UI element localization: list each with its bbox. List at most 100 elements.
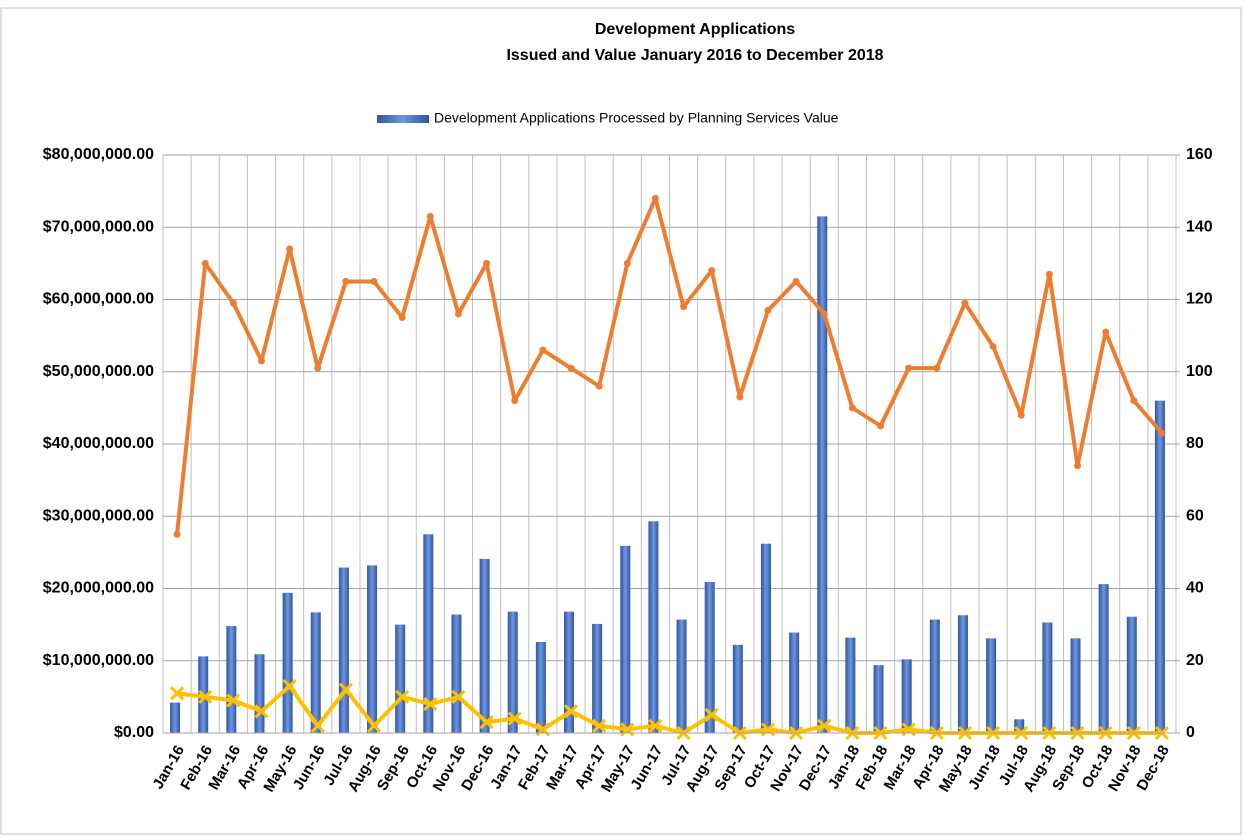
chart-title: Development Applications (595, 21, 795, 38)
bar (873, 665, 884, 733)
marker (1102, 328, 1110, 336)
y2-tick-label: 120 (1186, 291, 1213, 308)
bar (507, 611, 518, 733)
marker (592, 718, 607, 733)
y-tick-label: $80,000,000.00 (43, 146, 154, 163)
bar (479, 558, 490, 733)
bar (310, 612, 321, 733)
bar (1070, 638, 1081, 733)
marker (567, 364, 575, 372)
marker (170, 686, 185, 701)
bar (620, 545, 631, 733)
marker (229, 299, 237, 307)
marker (426, 212, 434, 220)
marker (595, 382, 603, 390)
marker (817, 718, 832, 733)
marker (398, 314, 406, 322)
marker (198, 689, 213, 704)
bar (535, 641, 546, 733)
marker (623, 259, 631, 267)
y2-tick-label: 20 (1186, 652, 1204, 669)
bar (451, 614, 462, 733)
marker (314, 364, 322, 372)
bar (957, 615, 968, 733)
y-tick-label: $0.00 (114, 724, 154, 741)
marker (451, 689, 466, 704)
marker (539, 346, 547, 354)
bar (1014, 719, 1025, 733)
marker (338, 682, 353, 697)
line (175, 196, 1164, 535)
bar (254, 654, 265, 733)
y-tick-label: $70,000,000.00 (43, 218, 154, 235)
marker (483, 259, 491, 267)
marker (423, 697, 438, 712)
bar (395, 624, 406, 733)
bar (704, 581, 715, 733)
marker (370, 277, 378, 285)
marker (1158, 429, 1166, 437)
marker (454, 310, 462, 318)
y2-tick-label: 80 (1186, 435, 1204, 452)
bar (367, 565, 378, 733)
bar (170, 702, 181, 733)
marker (820, 310, 828, 318)
marker (173, 530, 181, 538)
marker (905, 364, 913, 372)
marker (366, 718, 382, 733)
marker (651, 194, 659, 202)
marker (563, 704, 579, 719)
bar (423, 534, 434, 733)
bar (592, 623, 603, 733)
y-tick-label: $50,000,000.00 (43, 363, 154, 380)
bar (226, 626, 237, 733)
bar (1042, 622, 1053, 733)
bar (986, 638, 997, 733)
marker (479, 715, 494, 730)
bar (1098, 584, 1109, 733)
bar (929, 619, 940, 733)
marker (680, 303, 688, 311)
marker (254, 704, 269, 719)
bar (564, 611, 575, 733)
marker (286, 245, 294, 253)
marker (226, 693, 241, 708)
y2-tick-label: 40 (1186, 580, 1204, 597)
marker (310, 718, 325, 733)
y2-tick-label: 140 (1186, 218, 1213, 235)
marker (792, 277, 800, 285)
y-tick-label: $10,000,000.00 (43, 652, 154, 669)
marker (507, 711, 522, 726)
chart-subtitle: Issued and Value January 2016 to Decembe… (506, 47, 883, 64)
marker (848, 404, 856, 412)
marker (511, 397, 519, 405)
marker (1130, 397, 1138, 405)
y-tick-label: $40,000,000.00 (43, 435, 154, 452)
marker (736, 393, 744, 401)
bar (338, 567, 349, 733)
marker (708, 267, 716, 275)
y2-tick-label: 100 (1186, 363, 1213, 380)
bar (789, 632, 800, 733)
marker (342, 277, 350, 285)
y2-tick-label: 0 (1186, 724, 1195, 741)
marker (282, 678, 297, 694)
marker (395, 689, 410, 704)
marker (933, 364, 941, 372)
bar (1126, 616, 1137, 733)
marker (989, 342, 997, 350)
marker (704, 707, 719, 722)
y2-tick-label: 160 (1186, 146, 1213, 163)
marker (1017, 411, 1025, 419)
bar (648, 521, 659, 733)
bar (760, 543, 771, 733)
bar (845, 637, 856, 733)
legend-swatch (377, 115, 429, 123)
marker (1045, 270, 1053, 278)
marker (648, 718, 663, 733)
marker (961, 299, 969, 307)
marker (764, 306, 772, 314)
bar (732, 644, 743, 733)
bar (901, 659, 912, 733)
